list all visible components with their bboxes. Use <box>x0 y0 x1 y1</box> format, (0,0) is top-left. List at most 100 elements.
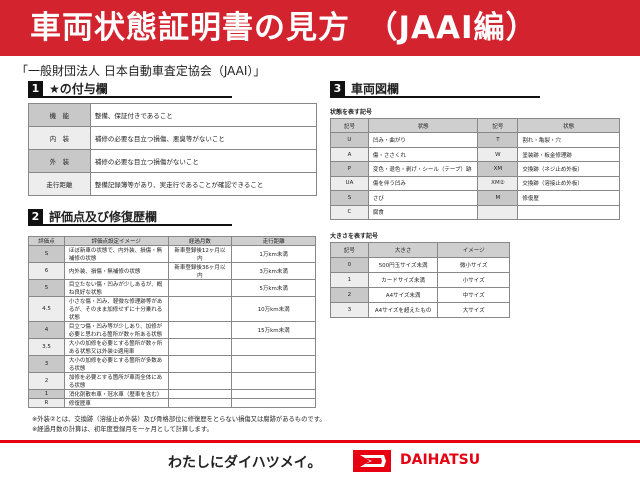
row-key: 5 <box>28 279 65 297</box>
table-cell: 15万km未満 <box>231 321 316 339</box>
table-row: 外 装補修の必要な目立つ損傷がないこと <box>28 149 318 173</box>
table-cell: 加修を必要とする箇所が車両全体にある状態 <box>63 372 169 390</box>
table-row: 6 内外装、損傷・無補修の状態 新車登録後36ヶ月以内 3万km未満 <box>28 262 316 280</box>
row-key: 4.5 <box>28 296 65 322</box>
section-number: 2 <box>28 209 43 224</box>
row-key: C <box>330 204 369 221</box>
row-key: A <box>330 146 369 163</box>
section-number: 3 <box>330 81 345 96</box>
section-title: 評価点及び修復歴欄 <box>49 210 158 224</box>
section2-heading: 2 評価点及び修復歴欄 <box>28 209 232 226</box>
table-cell: 小さな傷・凹み、軽微な修理跡等があるが、そのまま加修せずに十分乗れる状態 <box>63 296 169 322</box>
row-key: 0 <box>330 257 369 273</box>
section-number: 1 <box>28 81 43 96</box>
slogan-logo: わたしにダイハツメイ。 <box>168 455 322 471</box>
table-cell <box>167 338 233 356</box>
table-cell: A4サイズを超えたもの <box>367 302 439 318</box>
table-cell: 交換跡（ネジ止め外板） <box>517 161 620 177</box>
row-key: 3 <box>28 355 65 373</box>
table-cell: 10万km未満 <box>231 296 316 322</box>
row-key <box>477 204 519 221</box>
row-key: 3.5 <box>28 338 65 356</box>
column-header: 状態 <box>367 117 479 134</box>
table-cell: 整備記録簿等があり、実走行であることが確認できること <box>89 172 318 196</box>
table-cell: 大サイズ <box>437 302 510 318</box>
table-cell: 整備、保証付きであること <box>89 103 318 127</box>
table-cell: 1万km未満 <box>231 245 316 263</box>
table-cell <box>167 398 233 408</box>
table-row: S さび M 修復歴 <box>330 190 620 206</box>
row-key: 2 <box>28 372 65 390</box>
row-key: W <box>477 146 519 163</box>
table-cell: 目立つ傷・凹み等が少しあり、加修が必要と思われる箇所が数ヶ所ある状態 <box>63 321 169 339</box>
row-key: 1 <box>330 272 369 288</box>
table-cell: 大小の加修を必要とする箇所が多数ある状態 <box>63 355 169 373</box>
organization-name: 「一般財団法人 日本自動車査定協会（JAAI）」 <box>16 64 266 78</box>
note-1: ※外装②とは、交換跡（溶接止め外装）及び骨格部位に修復歴をとらない損傷又は腐跡が… <box>32 416 326 423</box>
table-row: 3 A4サイズを超えたもの 大サイズ <box>330 302 510 318</box>
table-row: 5 目立たない傷・凹みが少しあるが、概ね良好な状態 5万km未満 <box>28 279 316 297</box>
evaluation-score-table: 評価点 評価点設定イメージ 経過月数 走行距離 S ほぼ新車の状態で、内外装、損傷・無補修… <box>28 236 316 408</box>
table-cell: 消化剤散布車・冠水車（歴車を含む） <box>63 389 169 399</box>
table-row: R 修復歴車 <box>28 398 316 408</box>
table-row: S ほぼ新車の状態で、内外装、損傷・無補修の状態 新車登録後12ヶ月以内 1万km未満 <box>28 245 316 263</box>
row-key: 内 装 <box>28 126 91 150</box>
table-cell <box>231 398 316 408</box>
section-title: ★の付与欄 <box>49 82 108 96</box>
table-cell <box>167 279 233 297</box>
column-header: 記号 <box>330 117 369 134</box>
table-cell: 微小サイズ <box>437 257 510 273</box>
table-cell: 補修の必要な目立つ損傷、悪臭等がないこと <box>89 126 318 150</box>
state-symbols-table: 記号 状態 記号 状態 U 凹み・曲がり T 割れ・亀裂・穴 A 傷・ささくれ W 塗装跡・板金修理跡… <box>330 117 620 221</box>
table-cell: 目立たない傷・凹みが少しあるが、概ね良好な状態 <box>63 279 169 297</box>
table-cell: 500円玉サイズ未満 <box>367 257 439 273</box>
table-row: 4 目立つ傷・凹み等が少しあり、加修が必要と思われる箇所が数ヶ所ある状態 15万km… <box>28 321 316 339</box>
table-cell <box>167 389 233 399</box>
table-header-row: 記号 状態 記号 状態 <box>330 117 620 134</box>
column-header: 評価点設定イメージ <box>63 236 169 246</box>
column-header: イメージ <box>437 242 510 258</box>
row-key: U <box>330 132 369 148</box>
table-cell <box>517 204 620 221</box>
table-cell: A4サイズ未満 <box>367 287 439 303</box>
row-key: 6 <box>28 262 65 280</box>
table-cell: 新車登録後36ヶ月以内 <box>167 262 233 280</box>
table-row: 機 能整備、保証付きであること <box>28 103 318 127</box>
table-row: U 凹み・曲がり T 割れ・亀裂・穴 <box>330 132 620 148</box>
size-symbols-table: 記号 大きさ イメージ 0 500円玉サイズ未満 微小サイズ 1 カードサイズ未満 小サイズ 2 A… <box>330 242 510 318</box>
column-header: 記号 <box>477 117 519 134</box>
table-cell <box>231 355 316 373</box>
table-cell: さび <box>367 190 479 206</box>
row-key: 機 能 <box>28 103 91 127</box>
row-key: 4 <box>28 321 65 339</box>
table-row: 0 500円玉サイズ未満 微小サイズ <box>330 257 510 273</box>
table-cell: 修復歴 <box>517 190 620 206</box>
page-title: 車両状態証明書の見方 （JAAI編） <box>0 0 640 56</box>
row-key: M <box>477 190 519 206</box>
column-header: 評価点 <box>28 236 65 246</box>
table-cell: 変色・退色・剥げ・シール（テープ）跡 <box>367 161 479 177</box>
table-cell: 小サイズ <box>437 272 510 288</box>
row-key: UA <box>330 175 369 192</box>
table-cell: 交換跡（溶接止め外板） <box>517 175 620 192</box>
table-cell: ほぼ新車の状態で、内外装、損傷・無補修の状態 <box>63 245 169 263</box>
row-key: 外 装 <box>28 149 91 173</box>
table-cell: 補修の必要な目立つ損傷がないこと <box>89 149 318 173</box>
table-row: 1 カードサイズ未満 小サイズ <box>330 272 510 288</box>
table-cell: 3万km未満 <box>231 262 316 280</box>
row-key: 走行距離 <box>28 172 91 196</box>
table-row: 3.5 大小の加修を必要とする箇所が数ヶ所ある状態又は外装②適用車 <box>28 338 316 356</box>
table-row: 3 大小の加修を必要とする箇所が多数ある状態 <box>28 355 316 373</box>
note-2: ※経過月数の計算は、初年度登録月を一ヶ月として計算します。 <box>32 426 213 433</box>
table-cell <box>231 389 316 399</box>
table-cell <box>231 372 316 390</box>
column-header: 記号 <box>330 242 369 258</box>
table-cell <box>231 338 316 356</box>
daihatsu-logo-icon <box>353 450 391 472</box>
table-row: UA 傷を伴う凹み XM② 交換跡（溶接止め外板） <box>330 175 620 192</box>
star-criteria-table: 機 能整備、保証付きであること内 装補修の必要な目立つ損傷、悪臭等がないこと外 … <box>28 103 318 196</box>
section-title: 車両図欄 <box>351 82 400 96</box>
table-cell: 5万km未満 <box>231 279 316 297</box>
table-cell: 中サイズ <box>437 287 510 303</box>
table-row: 2 加修を必要とする箇所が車両全体にある状態 <box>28 372 316 390</box>
